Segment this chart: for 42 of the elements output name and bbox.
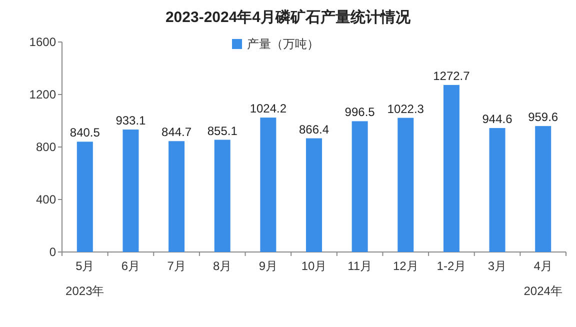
y-tick-label: 800 [36,140,56,154]
x-tick-label: 5月 [76,259,94,273]
data-label: 1022.3 [387,102,424,116]
bar [168,141,185,252]
x-tick-label: 9月 [258,259,278,273]
bar [443,84,460,252]
data-label: 959.6 [528,110,558,124]
y-tick-label: 1200 [29,88,56,102]
x-tick-label: 3月 [488,259,507,273]
x-tick-label: 11月 [348,259,372,273]
y-tick-label: 1600 [29,35,56,49]
bar [489,128,506,252]
chart-title: 2023-2024年4月磷矿石产量统计情况 [165,8,412,26]
data-label: 1024.2 [250,102,287,116]
bar [76,142,93,252]
data-label: 996.5 [344,105,376,120]
bar [260,118,276,252]
text: 2024年 [524,284,562,298]
bar [306,138,322,252]
data-label: 1272.7 [433,68,470,83]
bar [122,130,139,252]
y-tick-label: 0 [49,245,56,259]
x-tick-label: 4月 [534,259,552,273]
x-tick-label: 7月 [167,259,186,273]
x-tick-label: 10月 [301,259,327,273]
y-tick-label: 400 [36,192,56,206]
bar [398,118,414,252]
bar [352,121,368,252]
data-label: 933.1 [116,114,146,128]
data-label: 844.7 [162,125,192,140]
bar [214,140,230,252]
x-tick-label: 6月 [121,259,140,273]
legend-label: 产量（万吨） [247,37,319,51]
x-tick-label: 1-2月 [436,259,466,273]
x-tick-label: 8月 [213,259,232,273]
x-tick-label: 12月 [392,259,418,273]
bar [535,126,552,252]
data-label: 840.5 [70,126,100,140]
text: 2023年 [66,284,104,298]
data-label: 866.4 [298,122,330,136]
data-label: 944.6 [482,112,513,126]
data-label: 855.1 [207,124,238,138]
